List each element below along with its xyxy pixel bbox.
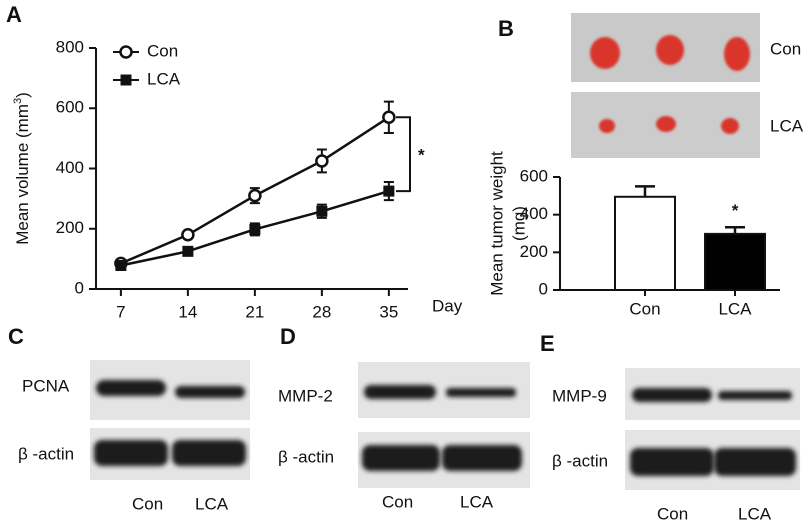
photo-row-label: Con bbox=[770, 39, 801, 58]
marker bbox=[249, 223, 261, 235]
photo-row-label: LCA bbox=[770, 116, 804, 135]
legend-label: Con bbox=[147, 41, 178, 60]
bar bbox=[614, 195, 676, 291]
error-bar bbox=[725, 226, 745, 234]
tumor-photo bbox=[571, 13, 760, 158]
y-axis-label: Mean volume (mm3) bbox=[12, 92, 33, 245]
x-tick-label: 21 bbox=[245, 302, 264, 321]
y-tick-label: 200 bbox=[56, 218, 84, 237]
y-axis-label-part: Mean volume (mm bbox=[13, 104, 32, 245]
marker bbox=[316, 205, 328, 217]
x-tick-label: 7 bbox=[116, 302, 125, 321]
panel-label: A bbox=[6, 2, 22, 27]
blot-lane-label: Con bbox=[382, 492, 413, 511]
panel-label: C bbox=[8, 324, 24, 349]
significance-star: * bbox=[732, 201, 739, 220]
blot-row-label: β -actin bbox=[552, 451, 608, 470]
y-axis-label-part: 3 bbox=[12, 98, 24, 104]
blot-row-label: MMP-2 bbox=[278, 386, 333, 405]
panel-label: B bbox=[498, 16, 514, 41]
x-tick-label: Con bbox=[629, 299, 660, 318]
y-tick-label: 400 bbox=[56, 158, 84, 177]
marker bbox=[383, 185, 395, 197]
blot-lane-label: LCA bbox=[460, 492, 494, 511]
legend-marker bbox=[120, 74, 132, 86]
y-tick-label: 0 bbox=[539, 279, 548, 298]
western-blot bbox=[625, 368, 800, 490]
y-tick-label: 400 bbox=[520, 204, 548, 223]
y-tick-label: 600 bbox=[56, 98, 84, 117]
y-axis-label-part: ) bbox=[13, 92, 32, 98]
blot-row-label: MMP-9 bbox=[552, 386, 607, 405]
western-blot bbox=[358, 362, 530, 488]
x-axis-label: Day bbox=[432, 296, 463, 315]
error-bar bbox=[635, 185, 655, 197]
x-tick-label: LCA bbox=[718, 299, 752, 318]
blot-row-label: β -actin bbox=[18, 444, 74, 463]
blot-row-label: β -actin bbox=[278, 447, 334, 466]
blot-lane-label: Con bbox=[657, 504, 688, 523]
y-tick-label: 200 bbox=[520, 242, 548, 261]
western-blot bbox=[90, 360, 250, 480]
significance-star: * bbox=[418, 146, 425, 165]
legend-marker bbox=[119, 45, 133, 59]
marker bbox=[181, 228, 195, 242]
legend-label: LCA bbox=[147, 69, 181, 88]
x-tick-label: 28 bbox=[312, 302, 331, 321]
marker bbox=[382, 110, 396, 125]
marker bbox=[115, 260, 127, 272]
blot-row-label: PCNA bbox=[22, 376, 70, 395]
y-tick-label: 800 bbox=[56, 37, 84, 56]
bar bbox=[704, 232, 766, 291]
x-tick-label: 35 bbox=[379, 302, 398, 321]
panel-label: E bbox=[540, 331, 555, 356]
panel-label: D bbox=[280, 324, 296, 349]
blot-lane-label: LCA bbox=[738, 504, 772, 523]
y-axis-label: Mean tumor weight bbox=[487, 151, 506, 296]
x-tick-label: 14 bbox=[178, 302, 197, 321]
significance-bracket bbox=[396, 116, 411, 193]
blot-lane-label: Con bbox=[132, 494, 163, 513]
marker bbox=[248, 188, 262, 203]
blot-lane-label: LCA bbox=[195, 494, 229, 513]
marker bbox=[182, 245, 194, 257]
y-axis-label: (mg) bbox=[509, 206, 528, 241]
y-tick-label: 0 bbox=[75, 278, 84, 297]
y-tick-label: 600 bbox=[520, 166, 548, 185]
marker bbox=[315, 154, 329, 168]
